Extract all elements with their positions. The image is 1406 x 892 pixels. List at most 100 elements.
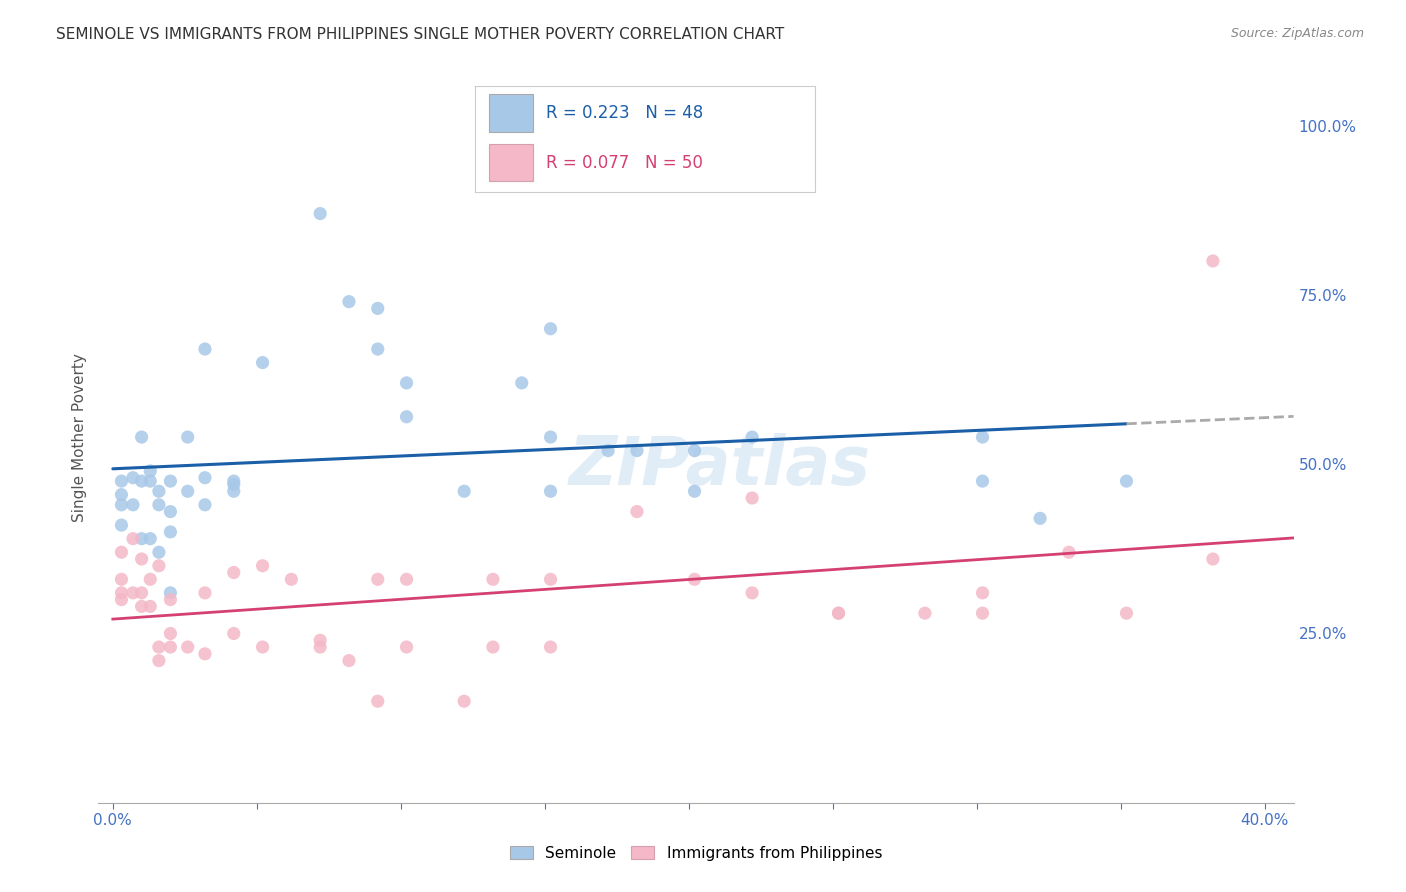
- Point: [122, 586, 145, 600]
- Point: [122, 471, 145, 485]
- Point: [110, 545, 132, 559]
- Point: [252, 640, 274, 654]
- Point: [131, 599, 153, 614]
- Point: [367, 694, 389, 708]
- Point: [252, 355, 274, 369]
- Point: [110, 592, 132, 607]
- Point: [367, 301, 389, 316]
- Point: [159, 524, 181, 539]
- Point: [972, 586, 994, 600]
- Point: [1029, 511, 1052, 525]
- Point: [139, 572, 162, 586]
- Point: [222, 474, 245, 488]
- Point: [148, 498, 170, 512]
- Point: [131, 586, 153, 600]
- Point: [1115, 474, 1137, 488]
- Y-axis label: Single Mother Poverty: Single Mother Poverty: [72, 352, 87, 522]
- Point: [626, 505, 648, 519]
- Point: [122, 532, 145, 546]
- Point: [1057, 545, 1080, 559]
- Point: [1115, 606, 1137, 620]
- Point: [482, 640, 505, 654]
- Point: [510, 376, 533, 390]
- Point: [148, 545, 170, 559]
- Point: [540, 322, 562, 336]
- Point: [110, 488, 132, 502]
- Point: [367, 572, 389, 586]
- Point: [110, 518, 132, 533]
- Point: [972, 474, 994, 488]
- Text: SEMINOLE VS IMMIGRANTS FROM PHILIPPINES SINGLE MOTHER POVERTY CORRELATION CHART: SEMINOLE VS IMMIGRANTS FROM PHILIPPINES …: [56, 27, 785, 42]
- Point: [540, 640, 562, 654]
- Point: [139, 464, 162, 478]
- Point: [540, 572, 562, 586]
- Point: [252, 558, 274, 573]
- Point: [194, 498, 217, 512]
- Point: [540, 430, 562, 444]
- Point: [626, 443, 648, 458]
- Point: [176, 640, 198, 654]
- Text: ZIPatlas: ZIPatlas: [569, 434, 870, 500]
- Point: [395, 572, 418, 586]
- Point: [131, 532, 153, 546]
- Point: [453, 694, 475, 708]
- Point: [367, 342, 389, 356]
- Point: [194, 647, 217, 661]
- Point: [972, 606, 994, 620]
- Point: [827, 606, 849, 620]
- Point: [683, 484, 706, 499]
- Point: [159, 592, 181, 607]
- Point: [395, 409, 418, 424]
- Point: [148, 558, 170, 573]
- Point: [139, 599, 162, 614]
- Point: [598, 443, 620, 458]
- Point: [280, 572, 302, 586]
- Point: [972, 430, 994, 444]
- Point: [741, 586, 763, 600]
- Point: [337, 654, 360, 668]
- Point: [139, 474, 162, 488]
- Point: [1202, 254, 1225, 268]
- Point: [222, 477, 245, 491]
- Point: [131, 430, 153, 444]
- Point: [110, 572, 132, 586]
- Point: [194, 471, 217, 485]
- Point: [222, 566, 245, 580]
- Point: [194, 586, 217, 600]
- Point: [176, 484, 198, 499]
- Point: [453, 484, 475, 499]
- Point: [683, 572, 706, 586]
- Point: [309, 640, 332, 654]
- Point: [741, 430, 763, 444]
- Point: [159, 626, 181, 640]
- Point: [148, 654, 170, 668]
- Point: [176, 430, 198, 444]
- Point: [110, 586, 132, 600]
- Point: [827, 606, 849, 620]
- Point: [1202, 552, 1225, 566]
- Point: [148, 640, 170, 654]
- Point: [395, 640, 418, 654]
- Point: [159, 505, 181, 519]
- Point: [309, 633, 332, 648]
- Point: [148, 484, 170, 499]
- Point: [159, 474, 181, 488]
- Point: [482, 572, 505, 586]
- Text: Source: ZipAtlas.com: Source: ZipAtlas.com: [1230, 27, 1364, 40]
- Point: [110, 498, 132, 512]
- Point: [683, 443, 706, 458]
- Point: [540, 484, 562, 499]
- Point: [131, 552, 153, 566]
- Point: [222, 484, 245, 499]
- Point: [159, 586, 181, 600]
- Point: [222, 626, 245, 640]
- Point: [395, 376, 418, 390]
- Point: [159, 640, 181, 654]
- Point: [131, 474, 153, 488]
- Point: [914, 606, 936, 620]
- Point: [110, 474, 132, 488]
- Point: [337, 294, 360, 309]
- Point: [122, 498, 145, 512]
- Point: [309, 206, 332, 220]
- Point: [139, 532, 162, 546]
